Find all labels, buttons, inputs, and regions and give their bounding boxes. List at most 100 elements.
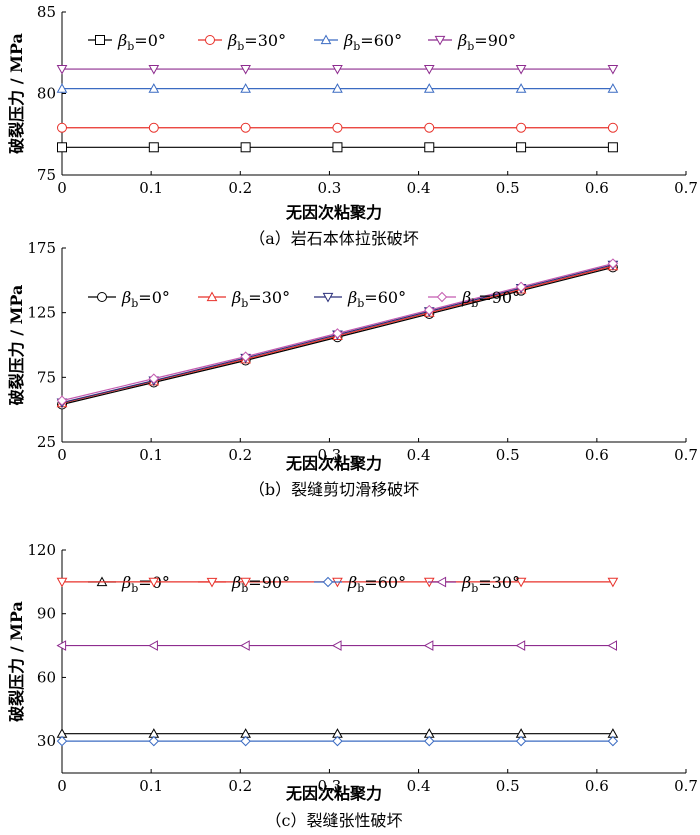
legend-entry: βb=0° bbox=[88, 288, 170, 310]
y-axis-label: 破裂压力 / MPa bbox=[7, 33, 26, 154]
data-point bbox=[515, 640, 526, 651]
x-tick-label: 0.2 bbox=[228, 446, 252, 464]
legend-subscript: b bbox=[127, 40, 134, 53]
data-point bbox=[240, 122, 251, 133]
legend-marker bbox=[322, 576, 334, 588]
data-point bbox=[515, 281, 527, 293]
x-tick-label: 0.6 bbox=[585, 446, 609, 464]
legend-label: βb=60° bbox=[347, 573, 406, 595]
chart-caption: （b）裂缝剪切滑移破坏 bbox=[249, 480, 419, 499]
legend-marker bbox=[95, 35, 105, 45]
data-point bbox=[424, 304, 435, 316]
data-point bbox=[423, 83, 435, 93]
legend-label: βb=30° bbox=[461, 573, 520, 595]
legend-symbol: β bbox=[461, 573, 471, 592]
legend-marker bbox=[434, 35, 446, 46]
legend-label: βb=60° bbox=[347, 288, 406, 310]
y-axis-label: 破裂压力 / MPa bbox=[7, 285, 26, 406]
legend-value: =30° bbox=[248, 288, 290, 307]
data-point bbox=[56, 735, 68, 747]
data-point bbox=[148, 83, 160, 93]
data-point bbox=[607, 640, 618, 651]
data-point bbox=[56, 640, 67, 651]
y-tick-label: 125 bbox=[27, 304, 56, 322]
data-point bbox=[607, 83, 619, 93]
legend-marker bbox=[206, 291, 218, 302]
data-point bbox=[423, 640, 434, 651]
data-point bbox=[148, 64, 160, 75]
x-tick-label: 0.1 bbox=[139, 179, 163, 197]
data-point bbox=[56, 395, 68, 406]
x-tick-label: 0.3 bbox=[317, 179, 341, 197]
data-point bbox=[56, 577, 68, 588]
x-tick-label: 0.7 bbox=[674, 777, 698, 795]
x-tick-label: 0.4 bbox=[407, 777, 431, 795]
legend-label: βb=60° bbox=[343, 31, 402, 53]
x-tick-label: 0.6 bbox=[585, 179, 609, 197]
data-point bbox=[240, 735, 251, 747]
legend-symbol: β bbox=[231, 573, 241, 592]
legend-label: βb=30° bbox=[227, 31, 286, 53]
series-1 bbox=[57, 142, 618, 153]
data-point bbox=[148, 640, 158, 651]
legend-subscript: b bbox=[471, 297, 478, 310]
x-tick-label: 0.4 bbox=[407, 446, 431, 464]
data-point bbox=[516, 142, 527, 153]
chart-caption: （a）岩石本体拉张破坏 bbox=[249, 229, 419, 248]
data-point bbox=[607, 258, 619, 269]
data-point bbox=[148, 122, 159, 133]
legend-entry: βb=90° bbox=[428, 31, 516, 53]
data-point bbox=[332, 83, 343, 93]
x-tick-label: 0 bbox=[57, 777, 67, 795]
data-point bbox=[57, 122, 67, 133]
x-tick-label: 0.4 bbox=[407, 179, 431, 197]
y-tick-label: 80 bbox=[37, 85, 56, 103]
legend-label: βb=0° bbox=[121, 573, 170, 595]
legend-subscript: b bbox=[357, 582, 364, 595]
y-tick-label: 75 bbox=[37, 166, 56, 184]
legend-entry: βb=30° bbox=[198, 288, 290, 310]
legend-marker bbox=[97, 292, 107, 302]
data-point bbox=[423, 64, 435, 75]
legend-symbol: β bbox=[231, 288, 241, 307]
legend-symbol: β bbox=[227, 31, 237, 50]
legend-value: =0° bbox=[138, 288, 170, 307]
x-tick-label: 0.3 bbox=[317, 446, 341, 464]
y-tick-label: 175 bbox=[27, 239, 56, 257]
data-point bbox=[148, 735, 160, 747]
x-tick-label: 0 bbox=[57, 179, 67, 197]
y-axis-label: 破裂压力 / MPa bbox=[7, 601, 26, 722]
data-point bbox=[515, 83, 527, 93]
legend-symbol: β bbox=[121, 288, 131, 307]
x-tick-label: 0.1 bbox=[139, 777, 163, 795]
legend-entry: βb=60° bbox=[314, 288, 406, 310]
legend-value: =60° bbox=[364, 573, 406, 592]
data-point bbox=[56, 64, 68, 75]
legend-marker bbox=[206, 577, 218, 588]
x-tick-label: 0 bbox=[57, 446, 67, 464]
data-point bbox=[148, 142, 159, 153]
data-point bbox=[332, 142, 343, 153]
legend-label: βb=0° bbox=[117, 31, 166, 53]
legend-subscript: b bbox=[353, 40, 360, 53]
legend-symbol: β bbox=[117, 31, 127, 50]
legend-label: βb=30° bbox=[231, 288, 290, 310]
series-4 bbox=[56, 640, 618, 651]
legend-subscript: b bbox=[467, 40, 474, 53]
chart-panel-3: 0 0.1 0.2 0.3 0.4 0.5 0.6 0.7 30 60 90 120 无因次粘聚力 破裂压… bbox=[7, 541, 698, 830]
x-axis-label: 无因次粘聚力 bbox=[285, 784, 382, 803]
data-point bbox=[515, 64, 527, 75]
data-point bbox=[424, 142, 435, 153]
x-axis-label: 无因次粘聚力 bbox=[285, 454, 382, 473]
data-point bbox=[515, 735, 527, 747]
legend-label: βb=90° bbox=[231, 573, 290, 595]
data-point bbox=[56, 83, 68, 93]
chart-caption: （c）裂缝张性破坏 bbox=[266, 811, 403, 830]
y-tick-label: 85 bbox=[37, 3, 56, 21]
legend-value: =30° bbox=[478, 573, 520, 592]
data-point bbox=[331, 640, 342, 651]
chart-panel-2: 0 0.1 0.2 0.3 0.4 0.5 0.6 0.7 25 75 125 175 无因次粘聚力 破裂… bbox=[7, 239, 698, 499]
x-axis-label: 无因次粘聚力 bbox=[285, 203, 382, 222]
legend-marker bbox=[205, 35, 215, 45]
